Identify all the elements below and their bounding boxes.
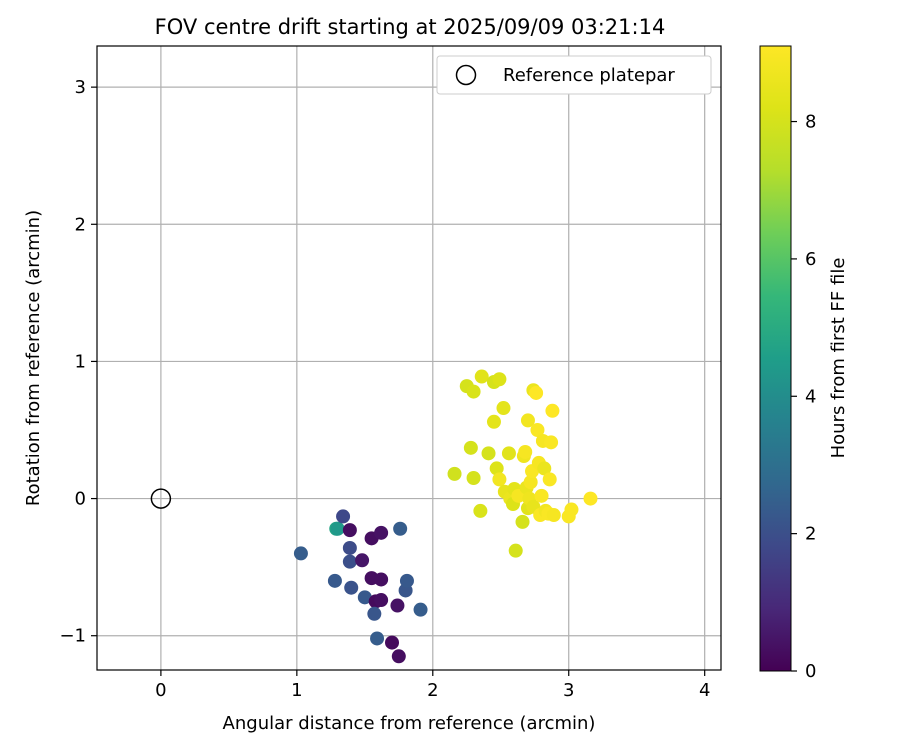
reference-platepar-marker (150, 488, 172, 509)
data-point (399, 573, 414, 588)
data-point (374, 572, 389, 587)
y-tick-label: 3 (75, 77, 86, 98)
data-point (518, 444, 533, 459)
data-point (534, 488, 549, 503)
data-point (486, 414, 501, 429)
colorbar-gradient (759, 45, 792, 672)
data-point (492, 372, 507, 387)
data-point (374, 525, 389, 540)
x-tick-label: 1 (291, 680, 302, 701)
data-point (474, 369, 489, 384)
data-point (537, 461, 552, 476)
data-point (466, 384, 481, 399)
data-point (367, 606, 382, 621)
data-point (542, 472, 557, 487)
x-tick-label: 0 (155, 680, 166, 701)
legend: Reference platepar (436, 55, 712, 95)
data-point (336, 509, 351, 524)
data-point (515, 514, 530, 529)
data-point (391, 649, 406, 664)
colorbar-tick-label: 8 (805, 112, 816, 133)
data-point (481, 446, 496, 461)
chart-title: FOV centre drift starting at 2025/09/09 … (155, 15, 666, 39)
colorbar-tick-label: 4 (805, 386, 816, 407)
data-point (496, 401, 511, 416)
legend-marker (455, 64, 477, 86)
data-point (374, 593, 389, 608)
colorbar-tick-label: 6 (805, 249, 816, 270)
legend-box (436, 55, 712, 95)
data-point (489, 461, 504, 476)
y-tick-label: 1 (75, 351, 86, 372)
data-point (327, 573, 342, 588)
data-point (342, 540, 357, 555)
colorbar-ticks: 0 2 4 6 8 (791, 112, 816, 682)
x-tick-label: 2 (427, 680, 438, 701)
data-point (293, 546, 308, 561)
data-point (342, 523, 357, 538)
y-tick-label: −1 (59, 626, 86, 647)
data-points (150, 369, 598, 664)
data-point (520, 413, 535, 428)
data-point (413, 602, 428, 617)
x-axis-label: Angular distance from reference (arcmin) (223, 713, 596, 734)
legend-entry-label: Reference platepar (503, 65, 675, 86)
data-point (501, 446, 516, 461)
data-point (583, 491, 598, 506)
data-point (546, 508, 561, 523)
y-tick-label: 0 (75, 489, 86, 510)
plot-area: 0 1 2 3 4 −1 0 1 2 3 (59, 45, 722, 701)
y-axis-label: Rotation from reference (arcmin) (23, 210, 44, 506)
data-point (473, 503, 488, 518)
data-point (529, 385, 544, 400)
y-axis-ticks: −1 0 1 2 3 (59, 77, 97, 647)
data-point (508, 543, 523, 558)
x-tick-label: 4 (699, 680, 710, 701)
data-point (342, 554, 357, 569)
data-point (447, 466, 462, 481)
data-point (523, 475, 538, 490)
plot-frame (96, 45, 722, 671)
colorbar-label: Hours from first FF file (828, 258, 849, 459)
data-point (355, 553, 370, 568)
colorbar: 0 2 4 6 8 Hours from first FF file (759, 45, 849, 682)
y-tick-label: 2 (75, 214, 86, 235)
colorbar-tick-label: 0 (805, 661, 816, 682)
data-point (370, 631, 385, 646)
data-point (357, 590, 372, 605)
data-point (530, 423, 545, 437)
x-tick-label: 3 (563, 680, 574, 701)
colorbar-tick-label: 2 (805, 524, 816, 545)
data-point (564, 502, 579, 517)
data-point (330, 521, 345, 536)
x-axis-ticks: 0 1 2 3 4 (155, 670, 710, 701)
data-point (344, 580, 359, 595)
data-point (492, 472, 507, 487)
data-point (545, 403, 560, 418)
data-point (390, 598, 405, 613)
data-point (385, 635, 400, 650)
data-point (463, 440, 478, 455)
data-point (544, 435, 559, 450)
data-point (393, 521, 408, 536)
plot-background (97, 46, 721, 670)
data-point (466, 471, 481, 485)
